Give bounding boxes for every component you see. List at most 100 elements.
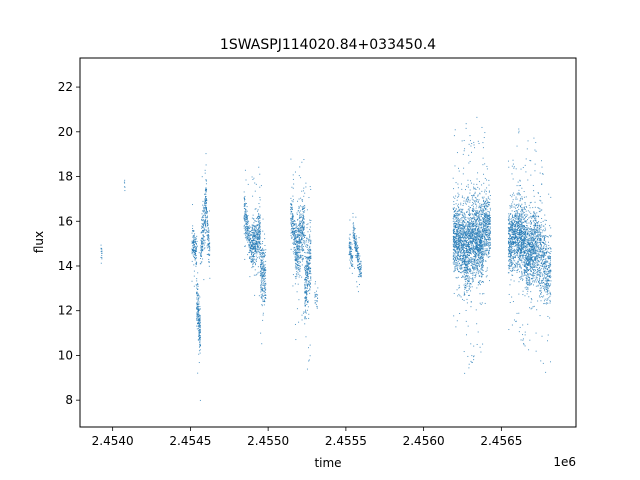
data-point	[485, 229, 487, 231]
data-point	[478, 210, 480, 212]
data-point	[292, 251, 294, 253]
data-point	[254, 294, 256, 296]
data-point	[204, 229, 206, 231]
data-point	[452, 239, 454, 241]
data-point	[478, 235, 480, 237]
data-point	[254, 220, 256, 222]
data-point	[263, 256, 265, 258]
data-point	[354, 240, 356, 242]
data-point	[292, 222, 294, 224]
data-point	[357, 256, 359, 258]
data-point	[260, 294, 262, 296]
data-point	[253, 240, 255, 242]
data-point	[259, 217, 261, 219]
data-point	[453, 246, 455, 248]
data-point	[477, 271, 479, 273]
data-point	[244, 203, 246, 205]
data-point	[470, 283, 472, 285]
data-point	[301, 229, 303, 231]
data-point	[476, 215, 478, 217]
data-point	[193, 247, 195, 248]
data-point	[205, 198, 207, 200]
data-point	[486, 206, 488, 208]
data-point	[465, 265, 467, 267]
data-point	[482, 253, 484, 255]
data-point	[196, 307, 198, 309]
data-point	[310, 242, 312, 244]
data-point	[463, 150, 465, 152]
data-point	[452, 254, 454, 256]
data-point	[293, 238, 295, 240]
data-point	[352, 216, 354, 218]
data-point	[256, 232, 258, 234]
data-point	[309, 286, 311, 288]
data-point	[482, 256, 484, 258]
data-point	[478, 253, 480, 255]
data-point	[244, 203, 246, 205]
data-point	[307, 283, 309, 285]
data-point	[251, 249, 253, 251]
data-point	[297, 210, 299, 212]
data-point	[483, 209, 485, 211]
data-point	[349, 219, 351, 221]
data-point	[459, 244, 461, 246]
data-point	[263, 272, 265, 274]
data-point	[456, 265, 458, 267]
data-point	[510, 265, 512, 267]
data-point	[199, 332, 201, 334]
data-point	[201, 237, 203, 239]
data-point	[251, 244, 253, 246]
data-point	[355, 244, 357, 246]
data-point	[202, 206, 204, 208]
data-point	[250, 260, 252, 262]
data-point	[297, 254, 299, 256]
data-point	[297, 229, 299, 231]
data-point	[462, 241, 464, 243]
data-point	[352, 212, 354, 214]
data-point	[474, 240, 476, 242]
data-point	[257, 249, 259, 251]
data-point	[476, 210, 478, 212]
data-point	[474, 264, 476, 266]
data-point	[299, 268, 301, 270]
data-point	[309, 228, 311, 230]
data-point	[199, 318, 201, 320]
data-point	[244, 199, 246, 201]
data-point	[208, 246, 210, 248]
data-point	[205, 193, 207, 195]
data-point	[469, 252, 471, 254]
data-point	[460, 249, 462, 251]
data-point	[480, 262, 482, 264]
data-point	[205, 179, 207, 181]
data-point	[260, 262, 262, 264]
data-point	[205, 164, 207, 166]
data-point	[355, 248, 357, 250]
data-point	[486, 235, 488, 237]
data-point	[302, 224, 304, 226]
data-point	[466, 234, 468, 236]
data-point	[478, 227, 480, 229]
data-point	[488, 232, 490, 234]
data-point	[458, 258, 460, 260]
data-point	[305, 316, 306, 318]
data-point	[454, 267, 456, 269]
data-point	[466, 245, 468, 247]
data-point	[467, 245, 469, 247]
data-point	[305, 252, 307, 254]
data-point	[255, 217, 257, 219]
data-point	[467, 261, 469, 263]
data-point	[259, 230, 261, 232]
data-point	[481, 258, 482, 260]
data-point	[485, 250, 487, 252]
data-point	[465, 255, 467, 257]
data-point	[263, 264, 265, 266]
data-point	[246, 210, 248, 212]
data-point	[487, 235, 489, 237]
data-point	[248, 230, 250, 232]
data-point	[469, 267, 471, 269]
data-point	[465, 255, 467, 257]
data-point	[458, 195, 460, 197]
data-point	[487, 229, 489, 231]
data-point	[302, 260, 304, 262]
data-point	[466, 223, 468, 225]
